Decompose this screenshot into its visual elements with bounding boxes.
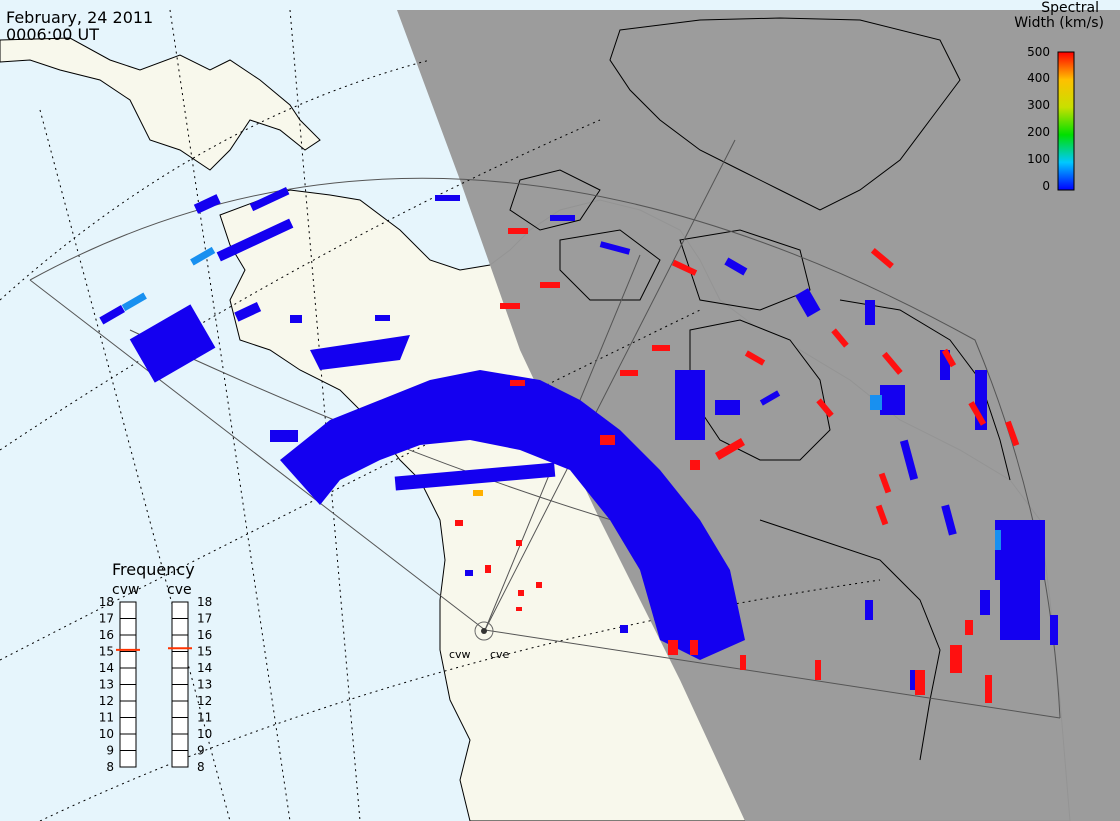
colorbar-tick-0: 0 — [1042, 179, 1050, 193]
frequency-tick-label: 10 — [99, 727, 114, 741]
fov-left-edge — [29, 279, 486, 631]
frequency-tick-label: 8 — [106, 760, 114, 774]
radar-label-cvw: cvw — [449, 648, 471, 661]
frequency-radar-cve: cve — [167, 582, 192, 598]
siberia-land — [0, 37, 321, 171]
frequency-tick-label: 18 — [197, 595, 212, 609]
night-shade — [397, 10, 1120, 821]
colorbar-title-line1: Spectral — [1041, 0, 1099, 16]
frequency-tick-label: 11 — [197, 711, 212, 725]
frequency-tick-label: 14 — [99, 661, 114, 675]
frequency-tick-label: 12 — [197, 694, 212, 708]
frequency-tick-label: 10 — [197, 727, 212, 741]
frequency-title: Frequency — [112, 560, 195, 579]
scatter-orange — [473, 490, 483, 496]
frequency-tick-label: 17 — [99, 612, 114, 626]
frequency-tick-label: 13 — [197, 678, 212, 692]
radar-site-marker — [474, 621, 494, 641]
frequency-tick-label: 9 — [197, 744, 205, 758]
frequency-tick-label: 8 — [197, 760, 205, 774]
colorbar-gradient — [1057, 51, 1075, 191]
scatter-blue — [99, 187, 1058, 690]
date-label: February, 24 2011 — [6, 8, 153, 27]
colorbar-tick-500: 500 — [1027, 45, 1050, 59]
frequency-tick-label: 15 — [197, 645, 212, 659]
colorbar-tick-200: 200 — [1027, 125, 1050, 139]
frequency-scales: 18 17 16 15 14 13 12 11 10 9 8 18 17 16 15 14 13 12 11 10 9 8 — [99, 595, 213, 774]
frequency-tick-label: 17 — [197, 612, 212, 626]
frequency-panel: Frequency cvw cve 1817161514131211109818… — [99, 560, 213, 774]
colorbar: Spectral Width (km/s) 500 400 300 200 10… — [1014, 0, 1104, 193]
fov-right-edge — [484, 629, 1061, 719]
graticule — [0, 9, 881, 821]
radar-label-cve: cve — [490, 648, 510, 661]
colorbar-tick-400: 400 — [1027, 71, 1050, 85]
scatter-cyan — [121, 246, 1001, 550]
scatter-red — [455, 228, 1020, 703]
frequency-tick-label: 16 — [99, 628, 114, 642]
colorbar-title-line2: Width (km/s) — [1014, 15, 1104, 31]
frequency-tick-label: 9 — [106, 744, 114, 758]
fov-mid-edge — [484, 139, 736, 631]
frequency-radar-cvw: cvw — [112, 582, 139, 598]
frequency-tick-label: 14 — [197, 661, 212, 675]
colorbar-tick-300: 300 — [1027, 98, 1050, 112]
frequency-tick-label: 11 — [99, 711, 114, 725]
frequency-tick-label: 16 — [197, 628, 212, 642]
frequency-tick-label: 15 — [99, 645, 114, 659]
frequency-tick-label: 18 — [99, 595, 114, 609]
time-label: 0006:00 UT — [6, 25, 99, 44]
night-coastlines — [509, 17, 1011, 761]
colorbar-tick-100: 100 — [1027, 152, 1050, 166]
frequency-tick-label: 12 — [99, 694, 114, 708]
frequency-tick-label: 13 — [99, 678, 114, 692]
